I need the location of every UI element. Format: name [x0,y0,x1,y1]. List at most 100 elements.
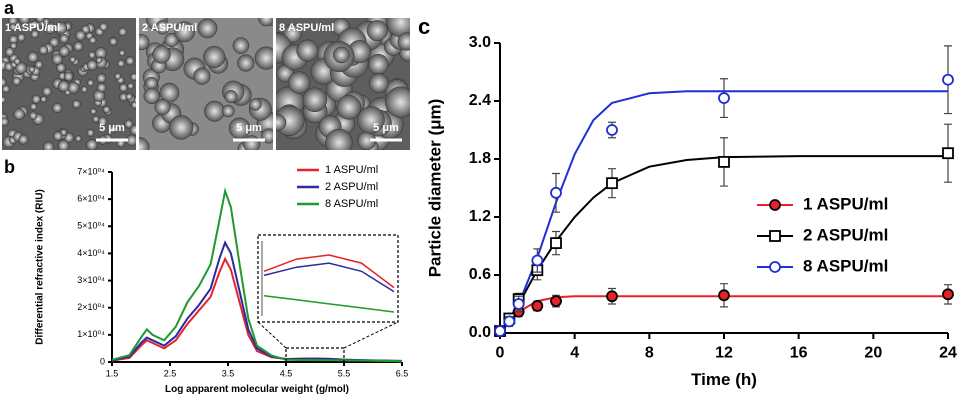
particle [35,18,45,23]
particle [129,124,136,136]
inset-line [263,254,395,289]
particle [2,84,10,93]
particle [242,135,261,150]
particle [42,141,55,150]
particle [139,137,150,150]
y-tick-label: 1×10⁰⁴ [77,329,105,339]
legend-label: 1 ASPU/ml [325,164,378,176]
particle [96,82,107,93]
particle [29,102,38,111]
particle [174,21,195,43]
particle [118,27,128,37]
particle [2,96,7,104]
series-line [111,187,403,363]
y-tick-label: 3.0 [469,34,491,51]
particle [385,86,410,118]
y-tick-label: 2×10⁰⁴ [77,302,105,312]
particle [86,59,98,71]
particle [224,90,238,104]
particle [18,18,31,25]
particle [155,20,170,35]
particle [40,95,47,103]
particle [51,53,63,65]
particle [254,46,273,70]
particle [397,32,410,51]
particle [34,60,44,69]
particle [368,73,389,94]
inset-box [257,234,399,323]
particle [237,54,255,72]
sem-image: 1 ASPU/ml 5 μm [2,18,136,150]
particle [114,72,122,80]
x-tick-label: 1.5 [106,368,119,378]
particle [95,56,103,64]
particle [102,105,111,114]
x-tick-label: 20 [864,345,882,362]
marker [494,325,506,337]
particle [232,37,250,54]
particle [276,114,287,131]
legend-label: 8 ASPU/ml [803,256,888,275]
particle [29,111,38,120]
x-tick-label: 2.5 [164,368,177,378]
particle [127,82,134,90]
particle [4,47,15,57]
y-tick-label: 2.4 [469,92,491,109]
y-tick-label: 1.2 [469,208,491,225]
particle [52,131,63,141]
marker [942,288,954,301]
marker [531,300,544,312]
particle [169,115,194,140]
particles [139,18,273,150]
particle [12,76,22,86]
particle [9,42,18,50]
particle [108,37,118,46]
particle [88,36,97,45]
zoom-connector [343,321,399,349]
particle [13,57,21,65]
y-tick-label: 0 [100,356,105,366]
particle [90,108,97,115]
x-tick-label: 16 [790,345,808,362]
particle [27,51,39,63]
sem-image: 8 ASPU/ml 5 μm [276,18,410,150]
zoom-box [285,347,345,363]
y-axis-label: Particle diameter (μm) [425,99,444,278]
particle [28,66,36,73]
inset-line [263,294,395,313]
particle [80,85,88,93]
particle [124,119,134,129]
particle [130,72,136,81]
y-axis-label: Differential refractive index (RIU) [35,189,46,345]
particle [86,128,95,137]
particles [276,18,410,150]
particle [131,101,136,109]
particle [60,128,68,136]
legend-label: 2 ASPU/ml [803,225,888,244]
particle [31,94,41,104]
marker [718,289,730,302]
image-label: 8 ASPU/ml [279,22,334,34]
particle [17,33,26,42]
particle [57,139,70,150]
scale-bar-label: 5 μm [236,122,262,134]
particle [58,45,70,57]
particle [99,22,108,32]
y-tick-label: 0.0 [469,324,491,341]
particle [2,77,7,87]
particle [203,45,226,69]
particle [302,87,328,113]
particle [73,41,84,52]
particle [357,106,385,134]
particle [54,21,68,35]
x-tick-label: 0 [496,345,505,362]
particle [88,51,96,59]
y-tick-label: 4×10⁰⁴ [77,248,105,258]
zoom-connector [257,321,287,349]
y-tick-label: 3×10⁰⁴ [77,275,105,285]
particle [118,83,128,93]
particle [14,61,27,74]
scale-bar-label: 5 μm [373,122,399,134]
legend-label: 2 ASPU/ml [325,181,378,193]
particle [71,99,81,109]
